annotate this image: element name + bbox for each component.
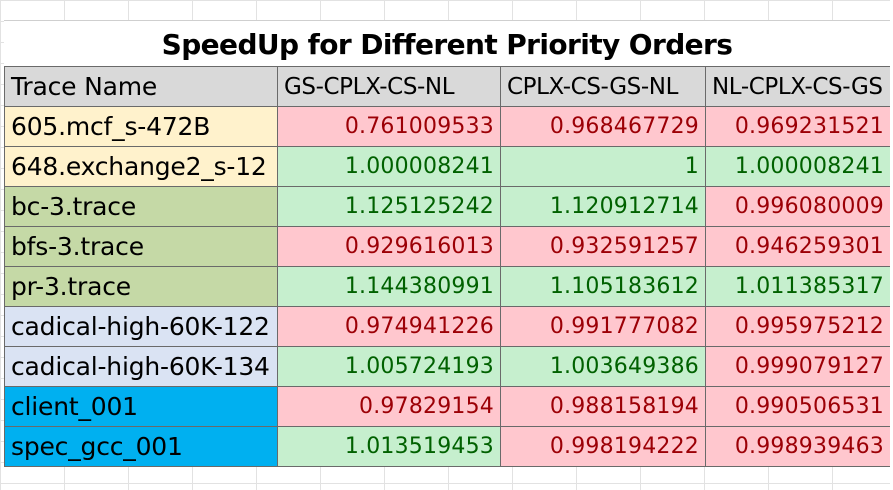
table-row: bc-3.trace 1.125125242 1.120912714 0.996080… (4, 186, 891, 227)
speedup-value-cell[interactable]: 0.995975212 (705, 306, 891, 347)
speedup-value-cell[interactable]: 0.946259301 (705, 226, 891, 267)
speedup-value-cell[interactable]: 1.105183612 (500, 266, 706, 307)
speedup-value-cell[interactable]: 1.120912714 (500, 186, 706, 227)
speedup-value-cell[interactable]: 1.125125242 (277, 186, 501, 227)
speedup-value-cell[interactable]: 0.998939463 (705, 426, 891, 467)
speedup-value-cell[interactable]: 0.974941226 (277, 306, 501, 347)
speedup-value-cell[interactable]: 1.000008241 (277, 146, 501, 187)
trace-name-cell[interactable]: client_001 (4, 386, 278, 427)
trace-name-cell[interactable]: spec_gcc_001 (4, 426, 278, 467)
table-row: 648.exchange2_s-12 1.000008241 1 1.00000824… (4, 146, 891, 187)
header-trace-name[interactable]: Trace Name (4, 66, 278, 107)
speedup-value-cell[interactable]: 1 (500, 146, 706, 187)
speedup-table: Trace Name GS-CPLX-CS-NL CPLX-CS-GS-NL N… (4, 66, 891, 467)
speedup-value-cell[interactable]: 0.968467729 (500, 106, 706, 147)
table-row: spec_gcc_001 1.013519453 0.998194222 0.9989… (4, 426, 891, 467)
trace-name-cell[interactable]: 605.mcf_s-472B (4, 106, 278, 147)
sheet-edge (890, 0, 893, 490)
table-row: bfs-3.trace 0.929616013 0.932591257 0.94625… (4, 226, 891, 267)
speedup-value-cell[interactable]: 1.011385317 (705, 266, 891, 307)
speedup-value-cell[interactable]: 0.996080009 (705, 186, 891, 227)
table-title: SpeedUp for Different Priority Orders (4, 20, 890, 67)
table-row: client_001 0.97829154 0.988158194 0.9905065… (4, 386, 891, 427)
speedup-value-cell[interactable]: 0.999079127 (705, 346, 891, 387)
trace-name-cell[interactable]: bfs-3.trace (4, 226, 278, 267)
speedup-value-cell[interactable]: 0.932591257 (500, 226, 706, 267)
speedup-value-cell[interactable]: 0.969231521 (705, 106, 891, 147)
trace-name-cell[interactable]: 648.exchange2_s-12 (4, 146, 278, 187)
speedup-value-cell[interactable]: 1.005724193 (277, 346, 501, 387)
speedup-value-cell[interactable]: 1.003649386 (500, 346, 706, 387)
table-row: pr-3.trace 1.144380991 1.105183612 1.011385… (4, 266, 891, 307)
speedup-value-cell[interactable]: 0.929616013 (277, 226, 501, 267)
table-row: 605.mcf_s-472B 0.761009533 0.968467729 0.96… (4, 106, 891, 147)
table-row: cadical-high-60K-134 1.005724193 1.0036493… (4, 346, 891, 387)
speedup-value-cell[interactable]: 0.761009533 (277, 106, 501, 147)
speedup-value-cell[interactable]: 0.990506531 (705, 386, 891, 427)
trace-name-cell[interactable]: cadical-high-60K-134 (4, 346, 278, 387)
speedup-value-cell[interactable]: 0.998194222 (500, 426, 706, 467)
header-nl-cplx-cs-gs[interactable]: NL-CPLX-CS-GS (705, 66, 891, 107)
trace-name-cell[interactable]: cadical-high-60K-122 (4, 306, 278, 347)
header-gs-cplx-cs-nl[interactable]: GS-CPLX-CS-NL (277, 66, 501, 107)
speedup-value-cell[interactable]: 0.988158194 (500, 386, 706, 427)
table-row: cadical-high-60K-122 0.974941226 0.9917770… (4, 306, 891, 347)
trace-name-cell[interactable]: pr-3.trace (4, 266, 278, 307)
header-row: Trace Name GS-CPLX-CS-NL CPLX-CS-GS-NL N… (4, 66, 891, 107)
speedup-value-cell[interactable]: 0.991777082 (500, 306, 706, 347)
speedup-value-cell[interactable]: 1.000008241 (705, 146, 891, 187)
speedup-value-cell[interactable]: 0.97829154 (277, 386, 501, 427)
header-cplx-cs-gs-nl[interactable]: CPLX-CS-GS-NL (500, 66, 706, 107)
speedup-value-cell[interactable]: 1.013519453 (277, 426, 501, 467)
trace-name-cell[interactable]: bc-3.trace (4, 186, 278, 227)
speedup-value-cell[interactable]: 1.144380991 (277, 266, 501, 307)
